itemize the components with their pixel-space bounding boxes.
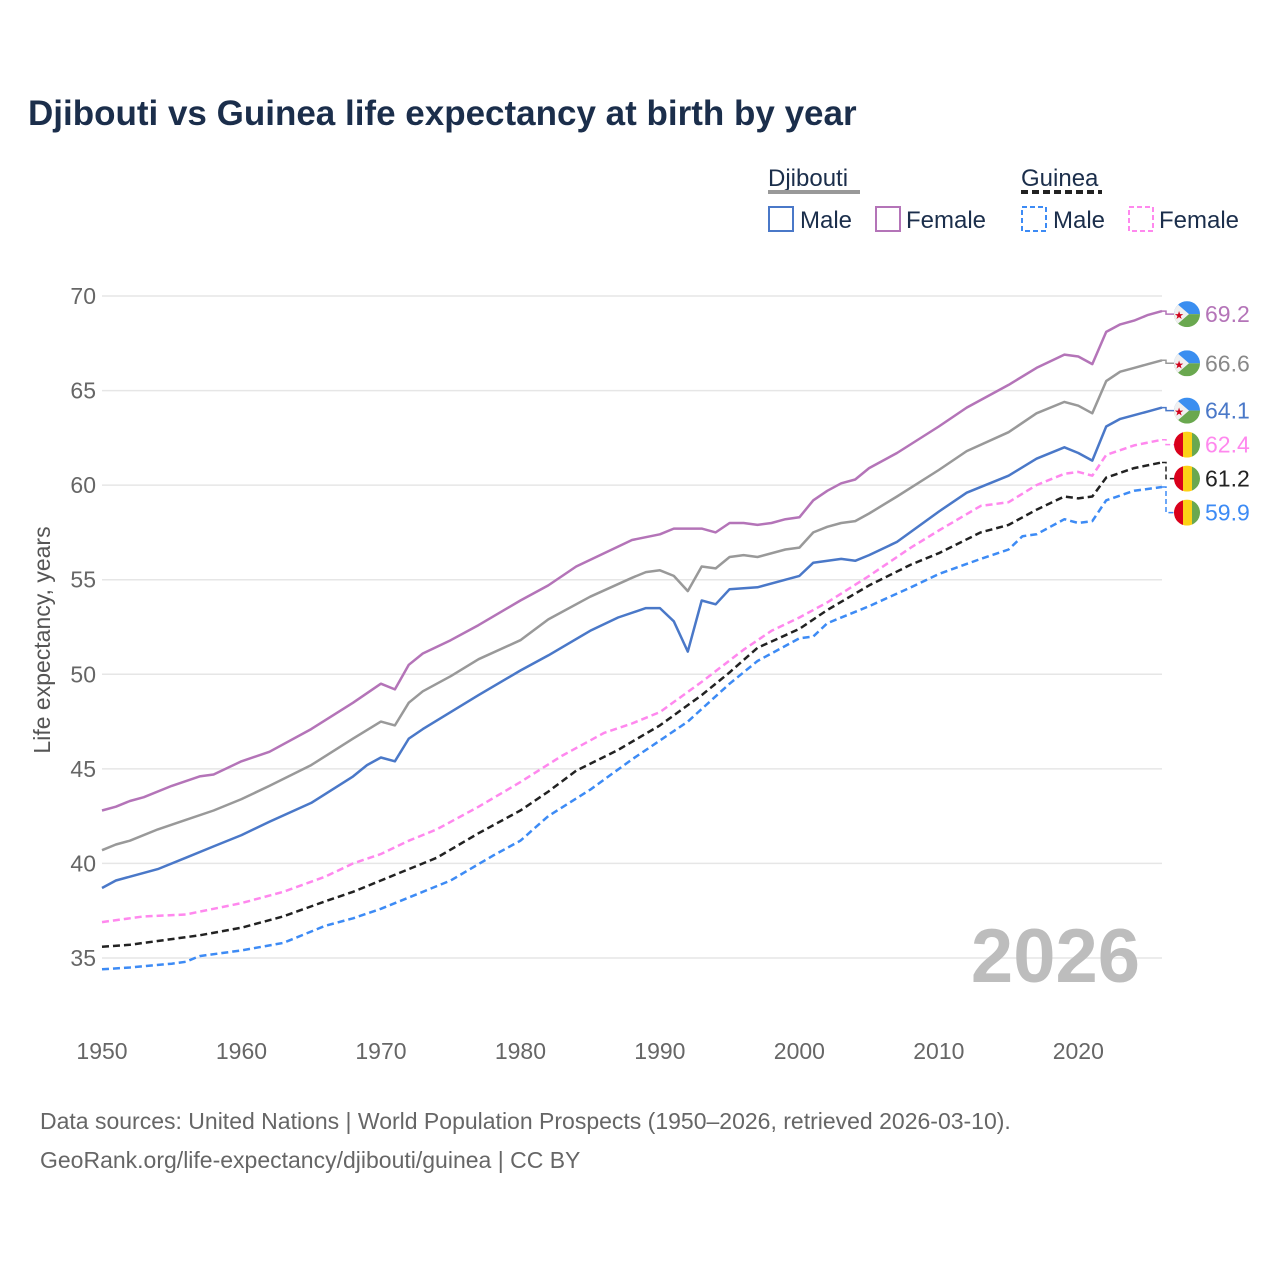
x-tick-label: 1950 (76, 1038, 127, 1064)
svg-text:★: ★ (1174, 310, 1184, 322)
series-line-guinea-female (101, 438, 1163, 924)
series-line-djibouti (101, 359, 1163, 852)
end-value-label: 62.4 (1205, 432, 1250, 458)
chart-title: Djibouti vs Guinea life expectancy at bi… (28, 94, 857, 133)
guinea-flag-icon (1174, 499, 1200, 526)
y-tick-label: 40 (70, 850, 96, 876)
series-line-djibouti-female (101, 309, 1163, 812)
legend-guinea-male-swatch (1021, 206, 1047, 232)
y-tick-label: 35 (70, 945, 96, 971)
end-label-connector (1162, 310, 1175, 315)
legend-djibouti-female: Female (906, 207, 986, 234)
series-line-guinea (101, 461, 1163, 948)
end-label-connector (1162, 359, 1175, 365)
source-line-1: Data sources: United Nations | World Pop… (40, 1108, 1011, 1134)
x-tick-label: 2010 (913, 1038, 964, 1064)
end-label-connector (1162, 438, 1175, 446)
legend-guinea-male: Male (1053, 207, 1105, 234)
djibouti-flag-icon: ★ (1174, 350, 1200, 377)
end-value-label: 69.2 (1205, 301, 1250, 327)
legend-group-guinea: Guinea (1021, 165, 1099, 192)
end-label-connector (1162, 461, 1175, 480)
x-tick-label: 2000 (774, 1038, 825, 1064)
legend-guinea-female-swatch (1128, 206, 1154, 232)
svg-text:★: ★ (1174, 407, 1184, 419)
series-line-guinea-male (101, 485, 1163, 971)
djibouti-flag-icon: ★ (1174, 397, 1200, 424)
legend-djibouti-female-swatch (875, 206, 901, 232)
y-tick-label: 45 (70, 756, 96, 782)
y-tick-label: 65 (70, 378, 96, 404)
guinea-flag-icon (1174, 465, 1200, 492)
source-line-2[interactable]: GeoRank.org/life-expectancy/djibouti/gui… (40, 1147, 581, 1173)
legend-guinea-female: Female (1159, 207, 1239, 234)
svg-text:★: ★ (1174, 359, 1184, 371)
x-tick-label: 1980 (495, 1038, 546, 1064)
y-axis-label: Life expectancy, years (29, 526, 55, 753)
legend-djibouti-male: Male (800, 207, 852, 234)
end-label-connector (1162, 486, 1175, 514)
x-tick-label: 1970 (355, 1038, 406, 1064)
x-tick-label: 2020 (1053, 1038, 1104, 1064)
y-tick-label: 70 (70, 283, 96, 309)
series-line-djibouti-male (101, 406, 1163, 890)
end-value-label: 64.1 (1205, 398, 1250, 424)
guinea-flag-icon (1174, 431, 1200, 458)
x-tick-label: 1960 (216, 1038, 267, 1064)
y-tick-label: 50 (70, 661, 96, 687)
end-value-label: 66.6 (1205, 350, 1250, 376)
legend: Djibouti Male Female Guinea Male Female (768, 165, 1239, 234)
end-label-connector (1162, 406, 1175, 412)
x-tick-label: 1990 (634, 1038, 685, 1064)
end-value-label: 59.9 (1205, 500, 1250, 526)
legend-djibouti-male-swatch (768, 206, 794, 232)
legend-group-djibouti: Djibouti (768, 165, 848, 192)
y-tick-label: 55 (70, 567, 96, 593)
watermark-year: 2026 (971, 914, 1140, 999)
y-tick-label: 60 (70, 472, 96, 498)
end-value-label: 61.2 (1205, 466, 1250, 492)
djibouti-flag-icon: ★ (1174, 301, 1200, 328)
